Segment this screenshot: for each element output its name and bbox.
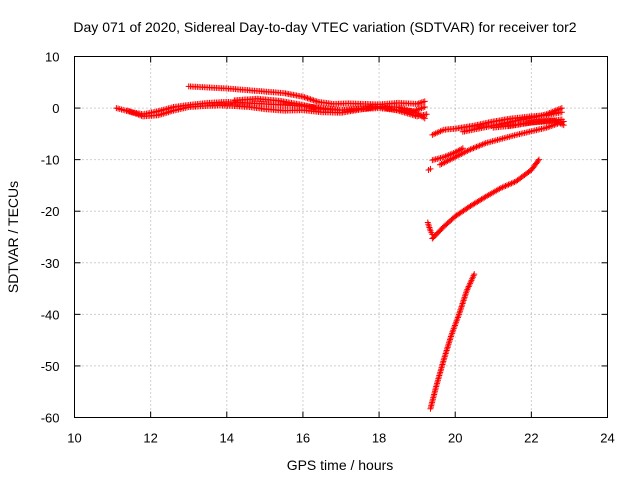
- data-point-marker: [417, 99, 424, 106]
- data-point-marker: [309, 96, 316, 103]
- data-point-marker: [535, 156, 542, 163]
- y-tick-label: -60: [41, 411, 60, 426]
- data-point-marker: [302, 94, 309, 101]
- data-point-marker: [421, 115, 428, 122]
- y-axis-label: SDTVAR / TECUs: [5, 181, 21, 293]
- data-point-marker: [301, 94, 308, 101]
- y-tick-label: 0: [52, 101, 59, 116]
- x-tick-label: 22: [524, 431, 538, 446]
- data-point-marker: [535, 157, 542, 164]
- data-point-marker: [421, 104, 428, 111]
- plot-frame: [74, 56, 608, 418]
- data-point-marker: [458, 303, 465, 310]
- y-tick-label: -20: [41, 204, 60, 219]
- data-point-marker: [421, 98, 428, 105]
- data-point-marker: [420, 98, 427, 105]
- y-tick-label: 10: [45, 50, 59, 65]
- data-points: [113, 83, 567, 412]
- data-point-marker: [461, 295, 468, 302]
- data-point-marker: [460, 297, 467, 304]
- data-point-marker: [558, 105, 565, 112]
- data-point-marker: [427, 165, 434, 172]
- x-axis-label: GPS time / hours: [287, 457, 394, 473]
- data-point-marker: [304, 95, 311, 102]
- y-tick-label: -30: [41, 256, 60, 271]
- data-point-marker: [415, 100, 422, 107]
- x-tick-label: 12: [143, 431, 157, 446]
- x-tick-label: 16: [296, 431, 310, 446]
- data-point-marker: [560, 118, 567, 125]
- data-point-marker: [306, 95, 313, 102]
- x-tick-label: 10: [67, 431, 81, 446]
- data-point-marker: [457, 306, 464, 313]
- data-point-marker: [312, 97, 319, 104]
- x-tick-label: 18: [372, 431, 386, 446]
- data-point-marker: [299, 93, 306, 100]
- y-tick-label: -40: [41, 307, 60, 322]
- data-point-marker: [459, 300, 466, 307]
- data-point-marker: [458, 305, 465, 312]
- y-tick-label: -50: [41, 359, 60, 374]
- data-point-marker: [459, 302, 466, 309]
- x-tick-label: 20: [448, 431, 462, 446]
- data-point-marker: [429, 231, 436, 238]
- y-tick-label: -10: [41, 153, 60, 168]
- data-point-marker: [313, 98, 320, 105]
- data-point-marker: [471, 271, 478, 278]
- axis-ticks: 10 12 14 16 18 20 22 24 -60 -50 -40 -30 -20 -10 0 10: [41, 50, 615, 446]
- data-point-marker: [418, 99, 425, 106]
- data-point-marker: [310, 97, 317, 104]
- data-point-marker: [307, 96, 314, 103]
- data-point-marker: [462, 292, 469, 299]
- x-tick-label: 24: [600, 431, 614, 446]
- data-point-marker: [461, 294, 468, 301]
- data-point-marker: [423, 111, 430, 118]
- x-tick-label: 14: [220, 431, 234, 446]
- chart-title: Day 071 of 2020, Sidereal Day-to-day VTE…: [73, 19, 576, 35]
- data-point-marker: [460, 298, 467, 305]
